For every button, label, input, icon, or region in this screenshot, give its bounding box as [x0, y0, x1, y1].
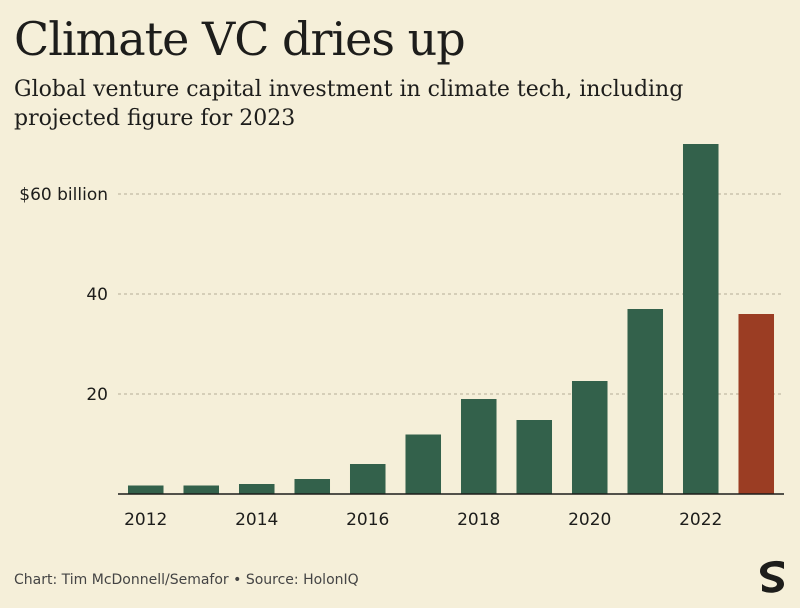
x-tick-label: 2022: [679, 510, 722, 530]
tick-labels: 20 40 $60 billion 2012 2014 2016 2018 2020 2022: [19, 185, 722, 530]
bar: [294, 479, 331, 494]
chart-subtitle: Global venture capital investment in cli…: [14, 77, 684, 131]
x-tick-label: 2016: [346, 510, 389, 530]
bar: [183, 485, 220, 494]
bar: [405, 434, 442, 494]
bar: [571, 381, 608, 494]
bars: [127, 144, 775, 494]
source-credit: Chart: Tim McDonnell/Semafor • Source: H…: [14, 572, 359, 588]
bar: [349, 464, 386, 494]
x-tick-label: 2018: [457, 510, 500, 530]
semafor-s-logo-icon: [760, 560, 784, 593]
bar: [682, 144, 719, 494]
y-tick-label: 20: [86, 385, 108, 405]
y-tick-label: $60 billion: [19, 185, 108, 205]
chart-title: Climate VC dries up: [14, 12, 466, 66]
bar-projected: [738, 314, 775, 494]
y-tick-label: 40: [86, 285, 108, 305]
bar: [238, 484, 275, 494]
x-tick-label: 2012: [124, 510, 167, 530]
bar: [627, 309, 664, 494]
bar: [460, 399, 497, 494]
bar: [516, 420, 553, 494]
x-tick-label: 2020: [568, 510, 611, 530]
bar: [127, 485, 164, 494]
gridlines: [118, 193, 784, 395]
x-tick-label: 2014: [235, 510, 278, 530]
